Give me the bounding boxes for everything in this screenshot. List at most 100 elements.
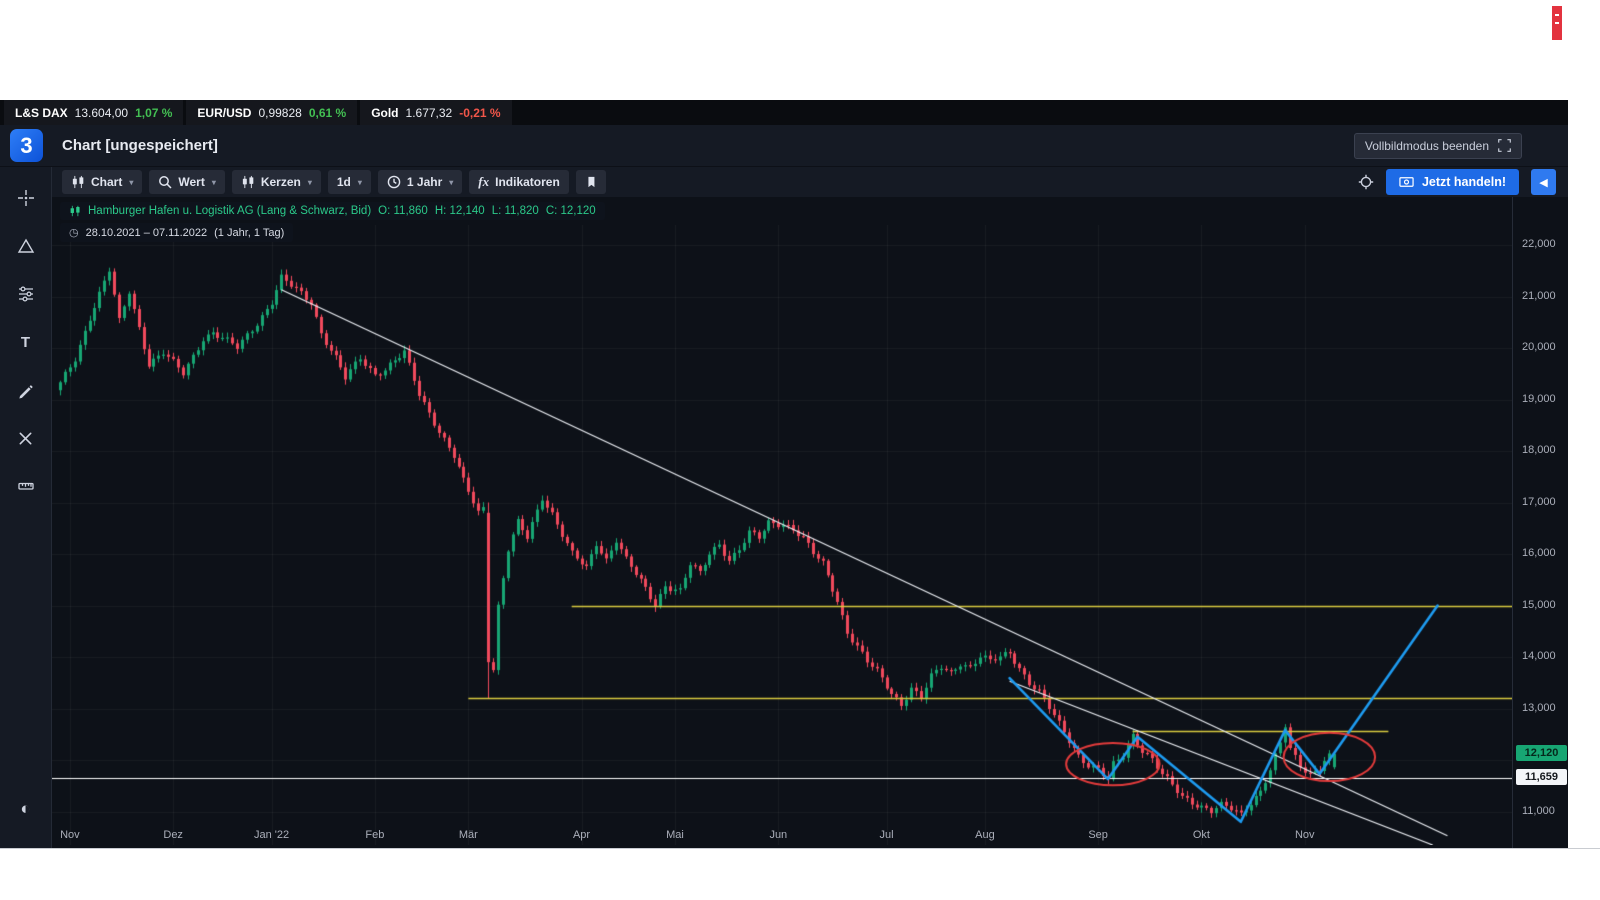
- y-axis-tick: 19,000: [1522, 392, 1556, 405]
- bookmark-button[interactable]: [575, 170, 606, 194]
- sliders-icon: [18, 286, 33, 302]
- time-range-button[interactable]: 1 Jahr ▾: [377, 170, 463, 194]
- instrument-search-button[interactable]: Wert ▾: [149, 170, 225, 194]
- triangle-icon: [17, 238, 34, 253]
- chevron-down-icon: ▾: [449, 177, 454, 187]
- candlestick-icon: [72, 175, 84, 189]
- tool-trendline[interactable]: [9, 229, 43, 263]
- clock-icon: ◷: [69, 227, 79, 239]
- y-axis-tick: 16,000: [1522, 547, 1556, 559]
- banknote-icon: [1399, 177, 1414, 187]
- trade-now-button[interactable]: Jetzt handeln!: [1385, 169, 1519, 195]
- fullscreen-exit-icon: [1498, 139, 1511, 152]
- chart-type-button[interactable]: Chart ▾: [62, 170, 143, 194]
- chevron-down-icon: ▾: [357, 177, 362, 187]
- level-price-badge: 11,659: [1516, 768, 1567, 785]
- tool-fib-retracement[interactable]: [9, 277, 43, 311]
- fullscreen-button-label: Vollbildmodus beenden: [1364, 138, 1489, 153]
- text-tool-icon: T: [20, 333, 31, 351]
- ticker-item-dax[interactable]: L&S DAX 13.604,00 1,07 %: [4, 100, 184, 125]
- indicators-label: Indikatoren: [495, 175, 560, 189]
- chevron-left-icon: ◀: [1539, 176, 1548, 189]
- ticker-change: 0,61 %: [308, 105, 347, 120]
- chart-area: Nov Dez Jan '22 Feb Mär Apr Mai Jun Jul Aug Sep Okt…: [52, 197, 1512, 848]
- theme-toggle[interactable]: ◐: [9, 792, 43, 826]
- page-title: Chart [ungespeichert]: [62, 137, 218, 154]
- instrument-name: Hamburger Hafen u. Logistik AG (Lang & S…: [88, 205, 372, 217]
- fx-icon: fx: [478, 174, 490, 189]
- instrument-legend-row[interactable]: Hamburger Hafen u. Logistik AG (Lang & S…: [60, 202, 605, 220]
- chevron-down-icon: ▾: [129, 177, 134, 187]
- last-price-badge: 12,120: [1516, 744, 1567, 761]
- ohlc-low: L: 11,820: [491, 205, 539, 217]
- search-button-label: Wert: [178, 175, 205, 189]
- chevron-down-icon: ▾: [211, 177, 216, 187]
- tool-draw[interactable]: [9, 373, 43, 407]
- browser-bottom-strip: [0, 848, 1600, 900]
- collapse-panel-button[interactable]: ◀: [1531, 169, 1556, 195]
- y-axis-tick: 14,000: [1522, 650, 1556, 662]
- half-circle-icon: ◐: [20, 799, 31, 818]
- search-icon: [159, 176, 172, 189]
- date-range-legend-row: ◷ 28.10.2021 – 07.11.2022 (1 Jahr, 1 Tag…: [60, 223, 294, 242]
- ticker-label: EUR/USD: [197, 105, 252, 120]
- y-axis-tick: 15,000: [1522, 598, 1556, 611]
- ticker-label: Gold: [371, 105, 399, 120]
- ticker-value: 0,99828: [258, 105, 302, 120]
- price-axis[interactable]: 12,120 11,659 22,000 21,000 20,000 19,000 18…: [1512, 197, 1568, 848]
- chart-button-label: Chart: [91, 175, 123, 189]
- ticker-label: L&S DAX: [15, 105, 68, 120]
- tool-crosshair[interactable]: [9, 181, 43, 215]
- bookmark-icon: [588, 176, 595, 188]
- ticker-change: -0,21 %: [459, 105, 501, 120]
- y-axis-tick: 21,000: [1522, 289, 1556, 302]
- ohlc-close: C: 12,120: [545, 205, 596, 217]
- y-axis-tick: 11,000: [1522, 804, 1555, 817]
- candlestick-icon: [70, 205, 80, 217]
- tool-measure[interactable]: [9, 469, 43, 503]
- date-range: 28.10.2021 – 07.11.2022: [85, 226, 208, 239]
- ohlc-high: H: 12,140: [434, 205, 485, 217]
- candlestick-icon: [242, 175, 254, 189]
- ticker-value: 13.604,00: [74, 105, 129, 120]
- drawing-tools-sidebar: T ◐: [0, 167, 52, 848]
- y-axis-tick: 17,000: [1522, 495, 1556, 508]
- candle-style-button[interactable]: Kerzen ▾: [231, 170, 321, 194]
- ticker-item-gold[interactable]: Gold 1.677,32 -0,21 %: [360, 100, 512, 125]
- clock-icon: [387, 175, 401, 189]
- interval-button[interactable]: 1d ▾: [327, 170, 371, 194]
- candle-style-label: Kerzen: [260, 175, 301, 189]
- target-icon[interactable]: [1358, 174, 1374, 190]
- app-header: 3 Chart [ungespeichert] Vollbildmodus be…: [0, 125, 1568, 167]
- y-axis-tick: 13,000: [1522, 701, 1556, 714]
- toolbar-right-group: Jetzt handeln! ◀: [1358, 169, 1556, 195]
- pencil-icon: [19, 384, 33, 399]
- y-axis-tick: 20,000: [1522, 341, 1556, 353]
- chart-toolbar: Chart ▾ Wert ▾ Kerzen ▾ 1d ▾ 1 Jahr ▾ fx…: [52, 167, 1568, 197]
- chart-legend: Hamburger Hafen u. Logistik AG (Lang & S…: [60, 202, 605, 245]
- ticker-change: 1,07 %: [135, 105, 173, 120]
- crossed-tools-icon: [19, 432, 32, 444]
- crosshair-icon: [17, 190, 34, 206]
- ticker-item-eurusd[interactable]: EUR/USD 0,99828 0,61 %: [186, 100, 358, 125]
- ohlc-open: O: 11,860: [378, 205, 428, 217]
- candlestick-chart[interactable]: [52, 225, 1512, 845]
- market-ticker-bar: L&S DAX 13.604,00 1,07 % EUR/USD 0,99828…: [0, 100, 1568, 125]
- exit-fullscreen-button[interactable]: Vollbildmodus beenden: [1353, 132, 1522, 159]
- tool-utilities[interactable]: [9, 421, 43, 455]
- trade-button-label: Jetzt handeln!: [1421, 175, 1506, 189]
- tool-text[interactable]: T: [9, 325, 43, 359]
- date-range-detail: (1 Jahr, 1 Tag): [214, 226, 285, 239]
- time-range-label: 1 Jahr: [406, 175, 443, 189]
- ticker-value: 1.677,32: [405, 105, 453, 120]
- scrollbar-artifact: [1552, 6, 1562, 40]
- interval-label: 1d: [336, 175, 351, 189]
- broker-logo[interactable]: 3: [10, 129, 43, 162]
- y-axis-tick: 22,000: [1522, 238, 1556, 250]
- ruler-icon: [17, 482, 34, 490]
- y-axis-tick: 18,000: [1522, 444, 1556, 456]
- indicators-button[interactable]: fx Indikatoren: [469, 170, 569, 194]
- chevron-down-icon: ▾: [307, 177, 312, 187]
- browser-top-strip: [0, 0, 1600, 100]
